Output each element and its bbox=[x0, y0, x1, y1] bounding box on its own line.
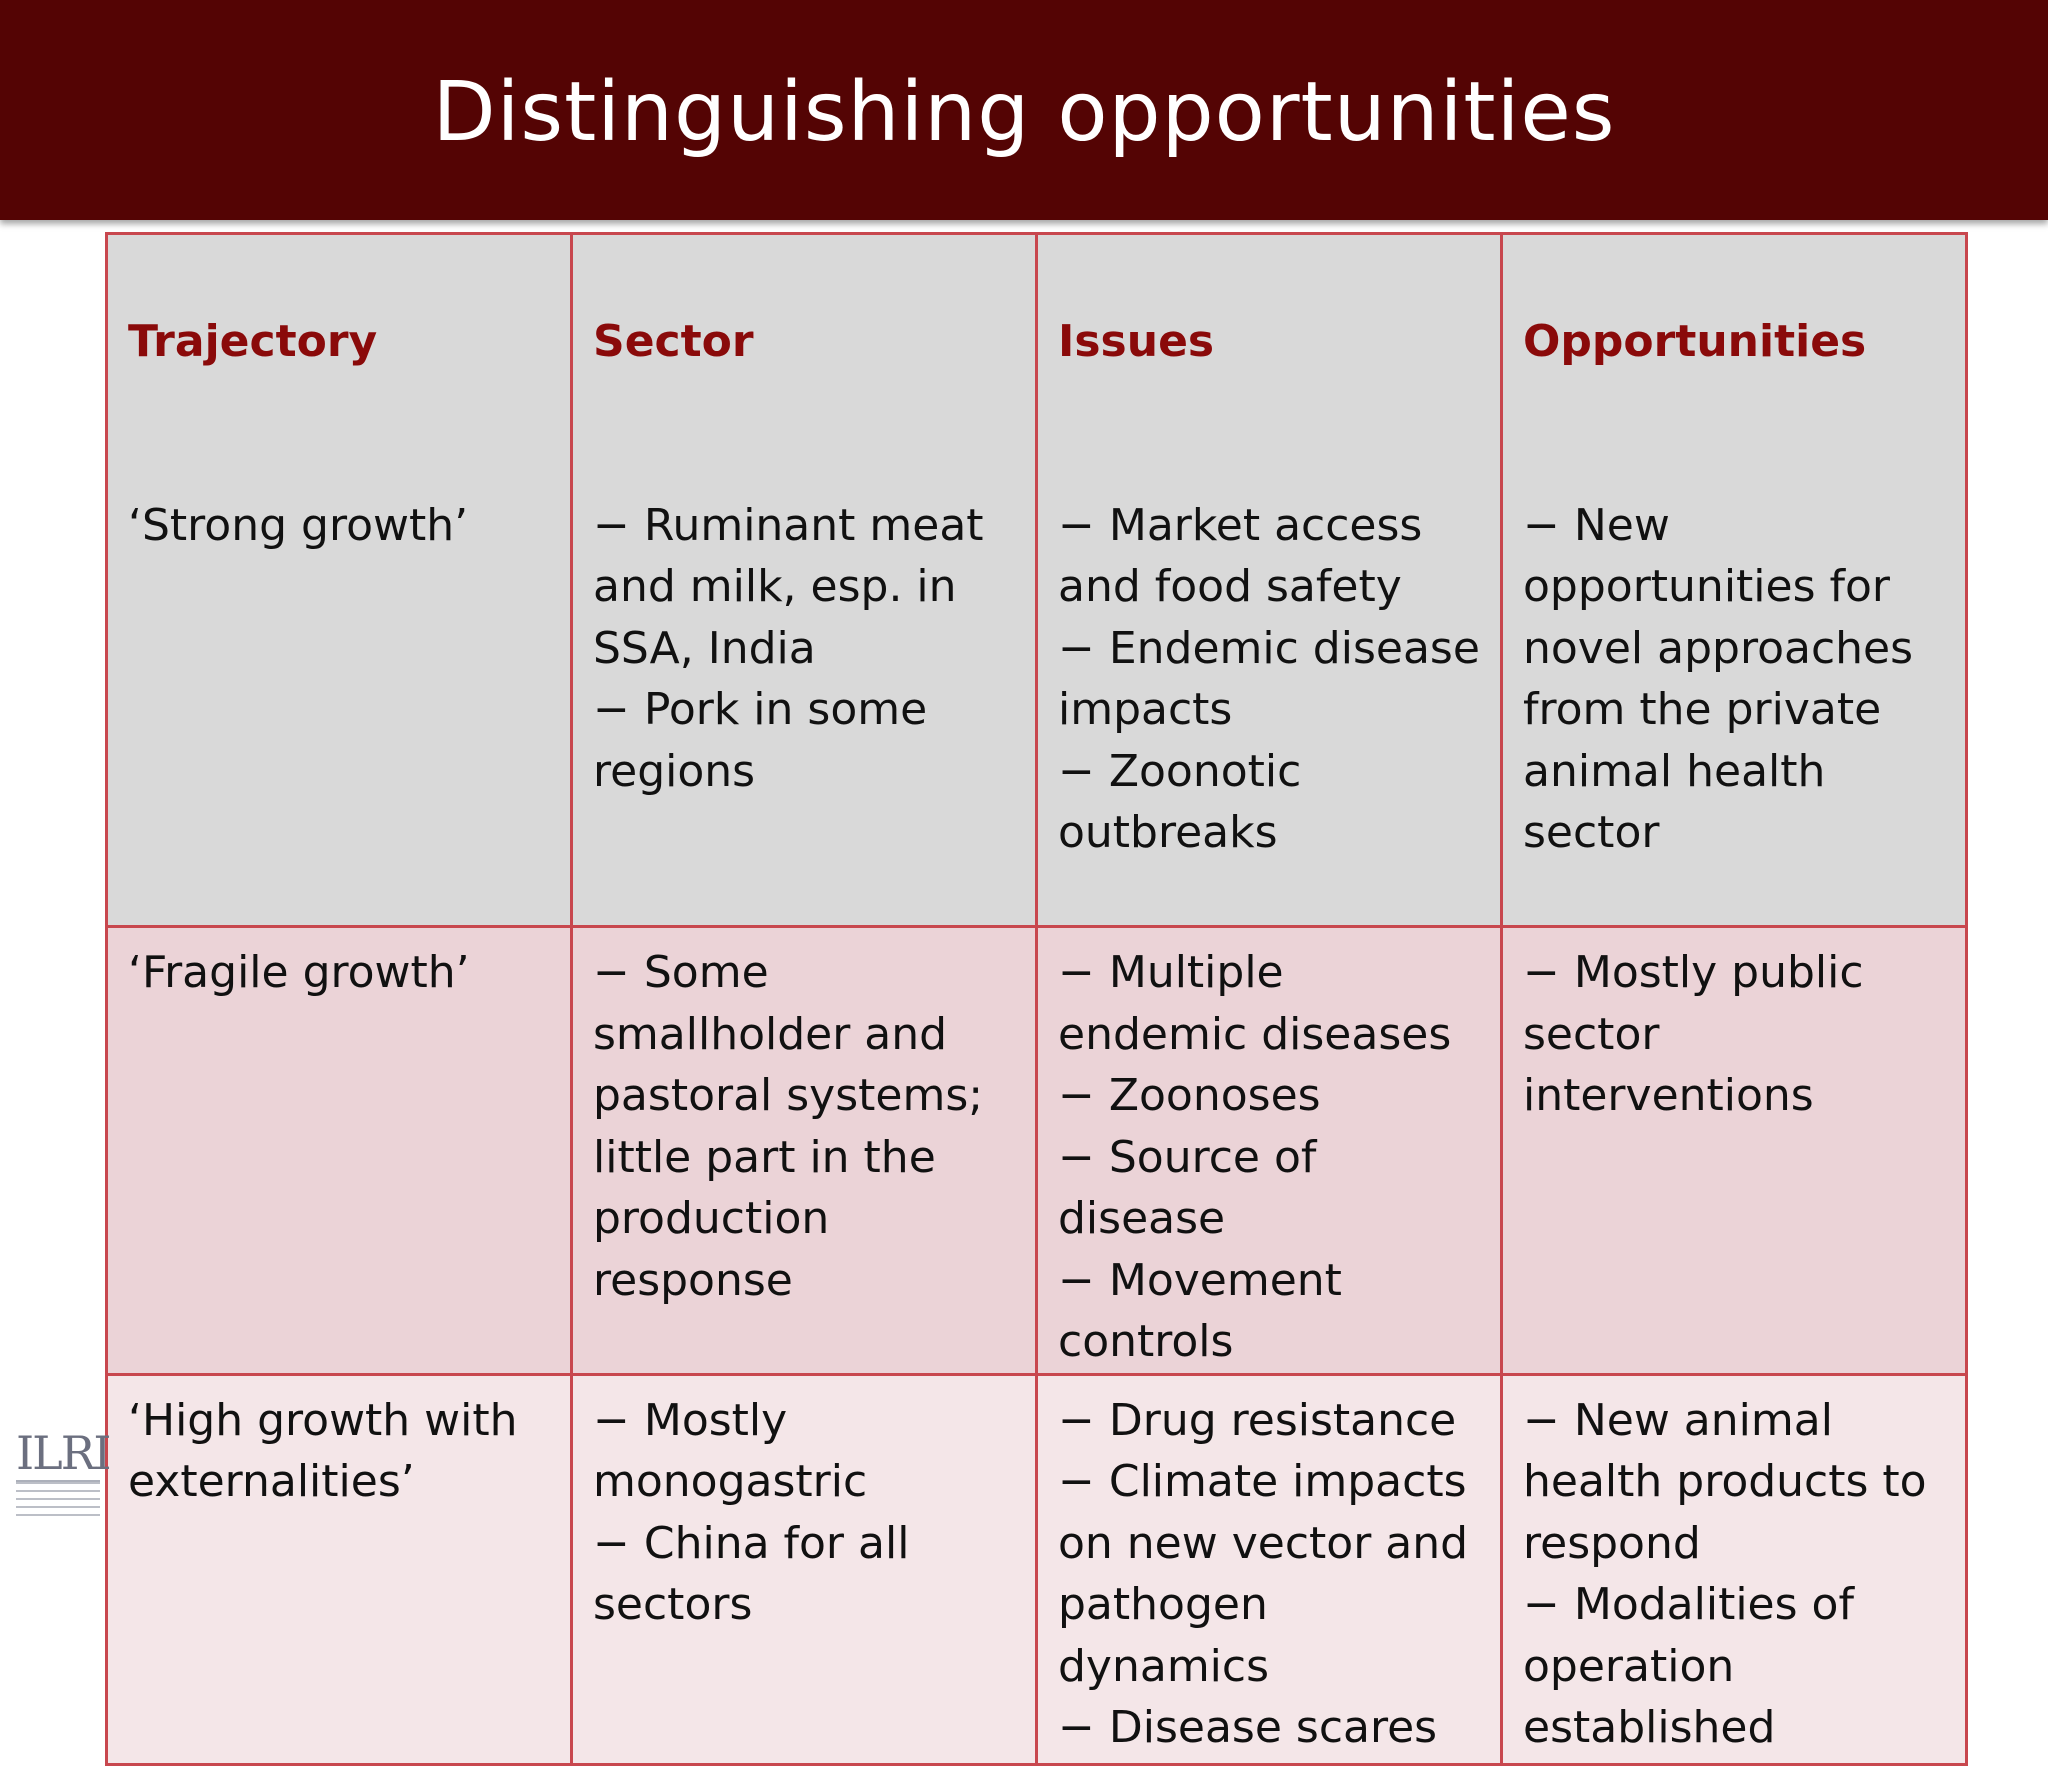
table-cell: Issues − Market access and food safety −… bbox=[1035, 232, 1503, 928]
cell-trajectory-strong: ‘Strong growth’ bbox=[128, 499, 469, 551]
cell-issues-high: − Drug resistance − Climate impacts on n… bbox=[1035, 1372, 1503, 1766]
title-bar bbox=[0, 0, 2048, 220]
column-header-sector: Sector bbox=[593, 315, 754, 367]
table-row: ‘High growth with externalities’ − Mostl… bbox=[105, 1372, 1968, 1766]
cell-issues-strong: − Market access and food safety − Endemi… bbox=[1058, 499, 1480, 859]
cell-sector-high: − Mostly monogastric − China for all sec… bbox=[570, 1372, 1038, 1766]
cell-sector-strong: − Ruminant meat and milk, esp. in SSA, I… bbox=[593, 499, 984, 797]
cell-trajectory-fragile: ‘Fragile growth’ bbox=[105, 925, 573, 1376]
table-cell: Trajectory ‘Strong growth’ bbox=[105, 232, 573, 928]
column-header-opportunities: Opportunities bbox=[1523, 315, 1867, 367]
logo-subtitle-graphic bbox=[16, 1480, 100, 1518]
column-header-issues: Issues bbox=[1058, 315, 1215, 367]
column-header-trajectory: Trajectory bbox=[128, 315, 378, 367]
cell-trajectory-high: ‘High growth with externalities’ bbox=[105, 1372, 573, 1766]
table-row: Trajectory ‘Strong growth’ Sector − Rumi… bbox=[105, 232, 1968, 928]
cell-sector-fragile: − Some smallholder and pastoral systems;… bbox=[570, 925, 1038, 1376]
cell-opportunities-strong: − New opportunities for novel approaches… bbox=[1523, 499, 1914, 859]
cell-opportunities-high: − New animal health products to respond … bbox=[1500, 1372, 1968, 1766]
ilri-logo: ILRI bbox=[16, 1426, 112, 1528]
table-row: ‘Fragile growth’ − Some smallholder and … bbox=[105, 925, 1968, 1376]
opportunities-table: Trajectory ‘Strong growth’ Sector − Rumi… bbox=[105, 232, 1968, 1766]
table-cell: Opportunities − New opportunities for no… bbox=[1500, 232, 1968, 928]
cell-opportunities-fragile: − Mostly public sector interventions bbox=[1500, 925, 1968, 1376]
cell-issues-fragile: − Multiple endemic diseases − Zoonoses −… bbox=[1035, 925, 1503, 1376]
table-cell: Sector − Ruminant meat and milk, esp. in… bbox=[570, 232, 1038, 928]
logo-text: ILRI bbox=[16, 1426, 112, 1480]
slide-title: Distinguishing opportunities bbox=[432, 65, 1616, 160]
